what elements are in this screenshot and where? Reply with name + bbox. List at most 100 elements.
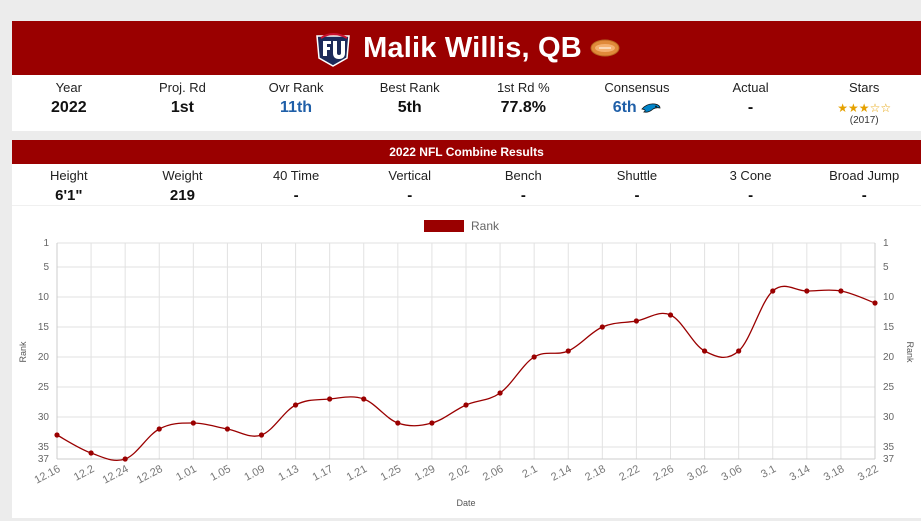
- window-top-strip: [0, 0, 921, 20]
- star-filled-icon: ★: [837, 101, 849, 115]
- combine-value: -: [520, 187, 526, 204]
- stat-best-rank: Best Rank 5th: [353, 79, 467, 131]
- rank-data-point[interactable]: [565, 348, 571, 354]
- rank-data-point[interactable]: [838, 288, 844, 294]
- x-tick-label: 12.24: [101, 463, 131, 487]
- stat-value: -: [747, 99, 754, 116]
- stat-value: 1st: [170, 99, 194, 116]
- x-axis-label: Date: [456, 498, 475, 508]
- y-axis-label-right: Rank: [905, 341, 915, 363]
- star-filled-icon: ★: [848, 101, 859, 115]
- x-tick-label: 1.13: [276, 463, 301, 484]
- combine-title: 2022 NFL Combine Results: [12, 140, 921, 164]
- stat-consensus: Consensus 6th: [580, 79, 694, 131]
- stat-label: Stars: [849, 80, 880, 95]
- rank-data-point[interactable]: [327, 396, 333, 402]
- combine-height: Height 6'1": [12, 167, 126, 205]
- combine-value: -: [861, 187, 867, 204]
- x-tick-label: 1.29: [413, 463, 438, 484]
- overall-rank-link[interactable]: 11th: [280, 99, 313, 116]
- stat-value: 5th: [397, 99, 422, 116]
- stat-overall-rank: Ovr Rank 11th: [239, 79, 353, 131]
- rank-data-point[interactable]: [190, 420, 196, 426]
- rank-data-point[interactable]: [224, 426, 231, 432]
- combine-label: Height: [50, 168, 88, 183]
- x-tick-label: 2.22: [617, 463, 642, 484]
- y-tick-label: 10: [38, 292, 50, 303]
- player-header-card: Malik Willis, QB Year 2022 Proj. Rd 1st …: [12, 21, 921, 131]
- rank-data-point[interactable]: [497, 390, 503, 396]
- x-tick-label: 2.14: [549, 463, 574, 484]
- rank-data-point[interactable]: [88, 450, 94, 456]
- combine-label: Vertical: [388, 168, 431, 183]
- stat-stars: Stars ★★★☆☆ (2017): [807, 79, 921, 131]
- rank-data-point[interactable]: [770, 288, 776, 294]
- combine-label: Broad Jump: [829, 168, 900, 183]
- combine-value: 219: [169, 187, 195, 204]
- combine-results-row: Height 6'1" Weight 219 40 Time - Vertica…: [12, 164, 921, 206]
- y-tick-label: 30: [38, 412, 50, 423]
- rank-data-point[interactable]: [667, 312, 674, 318]
- chart-legend[interactable]: Rank: [424, 219, 500, 233]
- rank-data-point[interactable]: [701, 348, 708, 354]
- y-tick-label: 15: [38, 322, 50, 333]
- y-tick-label: 5: [43, 262, 49, 273]
- rank-data-point[interactable]: [54, 432, 60, 438]
- combine-value: -: [634, 187, 640, 204]
- star-empty-icon: ☆: [880, 101, 892, 115]
- x-tick-label: 12.28: [135, 463, 165, 487]
- combine-bench: Bench -: [467, 167, 581, 205]
- combine-label: Weight: [162, 168, 203, 183]
- consensus-value: 6th: [612, 99, 637, 116]
- legend-label: Rank: [471, 219, 500, 233]
- rank-data-point[interactable]: [361, 396, 367, 402]
- stat-label: Consensus: [604, 80, 670, 95]
- x-tick-label: 1.09: [242, 463, 267, 484]
- y-tick-label-right: 30: [883, 412, 895, 423]
- rank-data-point[interactable]: [429, 420, 435, 426]
- rank-data-point[interactable]: [292, 402, 299, 408]
- star-rating: ★★★☆☆: [807, 101, 921, 115]
- stat-year: Year 2022: [12, 79, 126, 131]
- combine-three-cone: 3 Cone -: [694, 167, 808, 205]
- combine-label: Bench: [504, 168, 542, 183]
- stars-year: (2017): [849, 115, 879, 126]
- x-tick-label: 3.1: [759, 463, 778, 481]
- draft-stats-row: Year 2022 Proj. Rd 1st Ovr Rank 11th Bes…: [12, 75, 921, 131]
- rank-data-point[interactable]: [804, 288, 810, 294]
- rank-data-point[interactable]: [395, 420, 401, 426]
- chart-grid: [56, 242, 876, 460]
- y-tick-label-right: 20: [883, 352, 895, 363]
- rank-data-point[interactable]: [599, 324, 605, 330]
- rank-data-point[interactable]: [463, 402, 469, 408]
- y-tick-label: 1: [43, 238, 49, 249]
- rank-data-point[interactable]: [531, 354, 537, 360]
- rank-data-point[interactable]: [258, 432, 265, 438]
- player-name: Malik Willis, QB: [363, 31, 582, 64]
- x-tick-label: 1.01: [174, 463, 199, 484]
- x-tick-label: 3.18: [822, 463, 847, 484]
- stat-projected-round: Proj. Rd 1st: [126, 79, 240, 131]
- x-tick-label: 3.14: [788, 463, 813, 484]
- rank-data-point[interactable]: [633, 318, 640, 324]
- x-tick-label: 2.1: [520, 463, 539, 481]
- y-axis-label-left: Rank: [18, 341, 28, 363]
- consensus-link[interactable]: 6th: [580, 97, 694, 119]
- rank-data-point[interactable]: [872, 300, 878, 306]
- y-tick-label: 35: [38, 442, 50, 453]
- stat-first-round-pct: 1st Rd % 77.8%: [467, 79, 581, 131]
- rank-data-point[interactable]: [736, 348, 742, 354]
- combine-card: 2022 NFL Combine Results Height 6'1" Wei…: [12, 140, 921, 518]
- combine-vertical: Vertical -: [353, 167, 467, 205]
- x-tick-label: 12.2: [72, 463, 97, 484]
- stat-label: Actual: [732, 80, 769, 95]
- rank-data-point[interactable]: [156, 426, 162, 432]
- y-tick-label: 20: [38, 352, 50, 363]
- rank-data-point[interactable]: [122, 456, 128, 462]
- star-empty-icon: ☆: [869, 101, 881, 115]
- y-tick-label-right: 5: [883, 262, 889, 273]
- chart-series: [54, 285, 878, 462]
- y-tick-label-right: 1: [883, 238, 889, 249]
